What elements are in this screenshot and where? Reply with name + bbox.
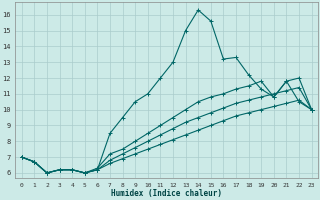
X-axis label: Humidex (Indice chaleur): Humidex (Indice chaleur) xyxy=(111,189,222,198)
